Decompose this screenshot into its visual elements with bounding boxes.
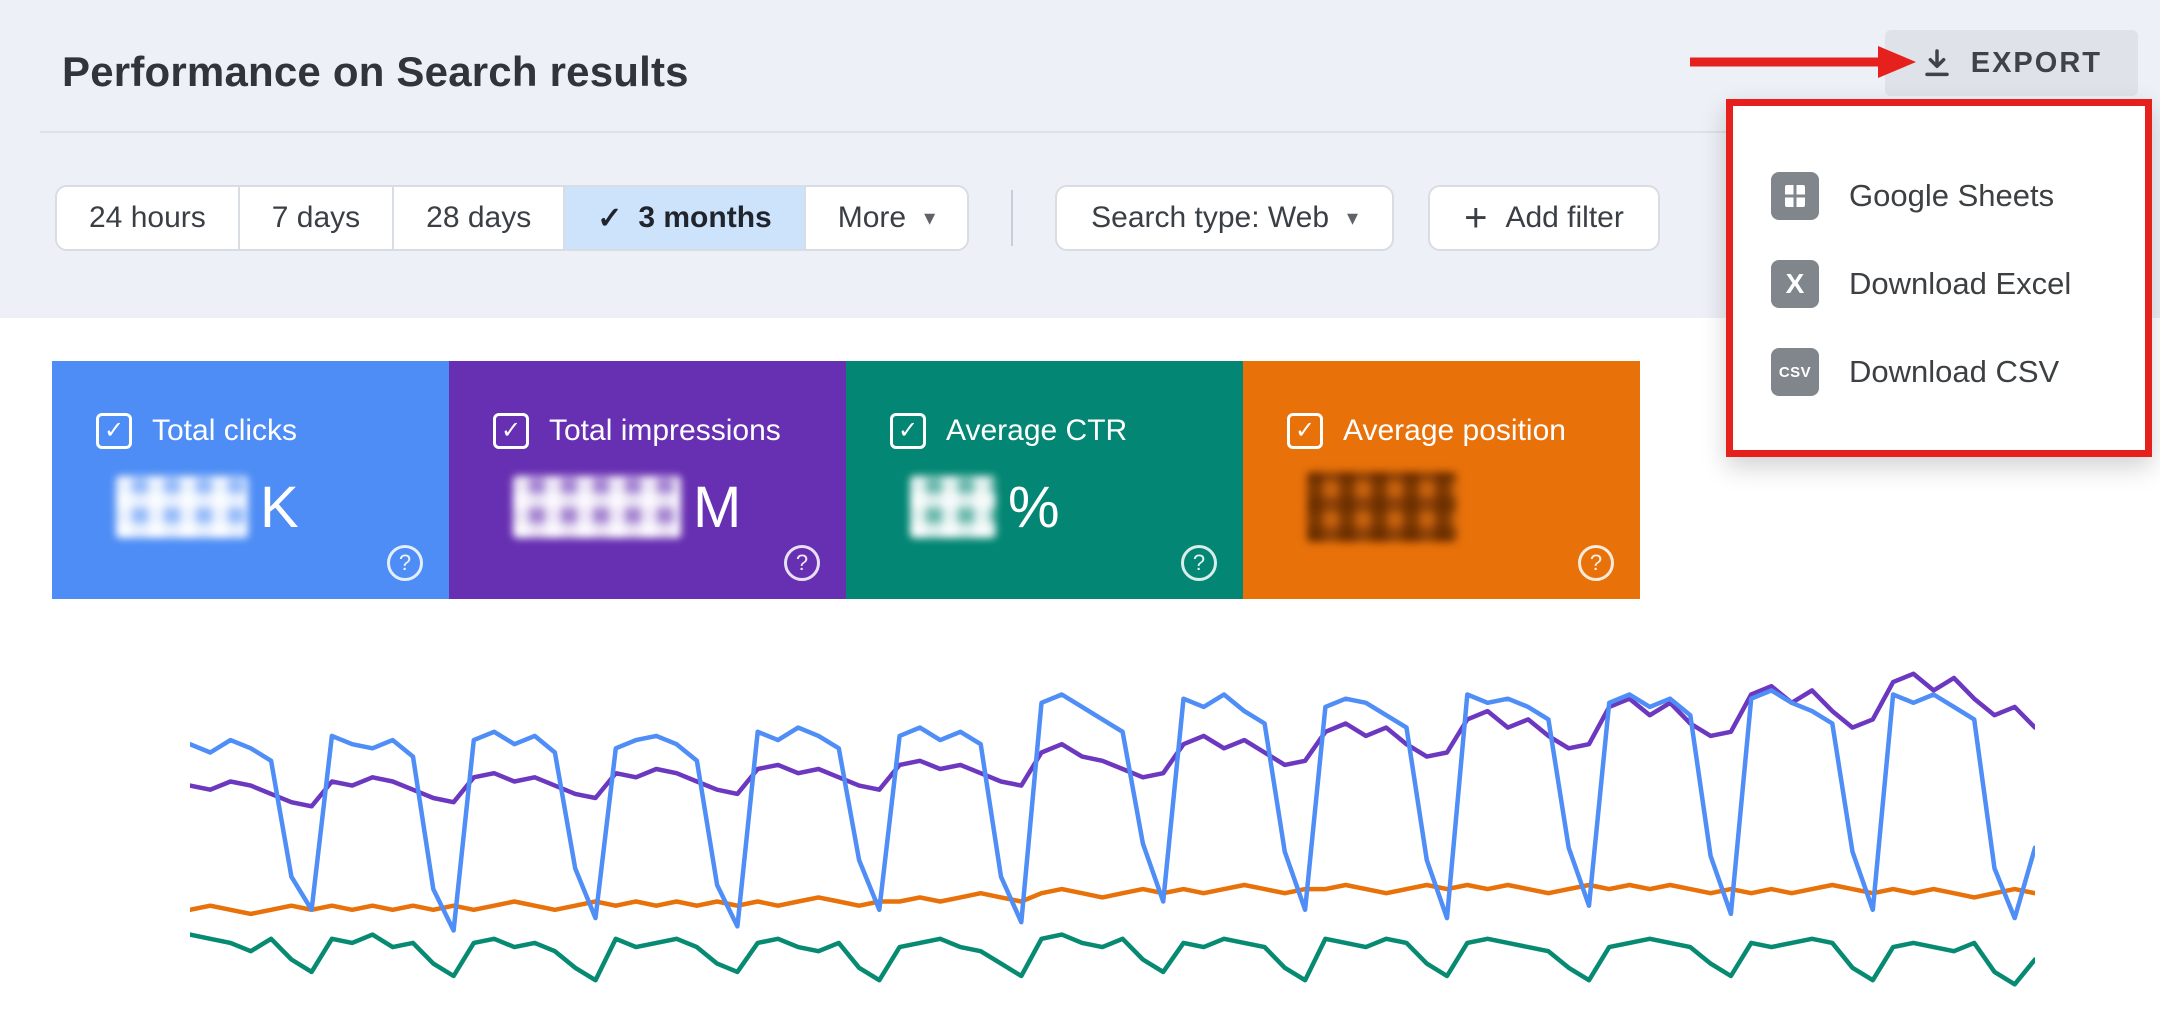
chart-line-average-position bbox=[190, 882, 2035, 917]
menu-item-label: Download CSV bbox=[1849, 354, 2060, 389]
add-filter-label: Add filter bbox=[1505, 201, 1624, 234]
excel-icon: X bbox=[1771, 260, 1819, 308]
metric-value: K bbox=[52, 471, 449, 543]
chevron-down-icon: ▾ bbox=[1347, 205, 1359, 230]
metric-label: Total impressions bbox=[549, 414, 781, 447]
menu-item-label: Google Sheets bbox=[1849, 178, 2055, 213]
add-filter-chip[interactable]: + Add filter bbox=[1428, 185, 1660, 251]
metric-label: Total clicks bbox=[152, 414, 298, 447]
check-icon: ✓ bbox=[103, 417, 125, 444]
card-header: ✓ Total impressions bbox=[449, 361, 846, 449]
filter-divider bbox=[1011, 190, 1014, 246]
chart-line-average-ctr bbox=[190, 932, 2035, 987]
card-header: ✓ Average position bbox=[1243, 361, 1640, 449]
metric-label: Average position bbox=[1343, 414, 1566, 447]
chart-line-total-clicks bbox=[190, 688, 2035, 933]
filter-bar: 24 hours 7 days 28 days ✓ 3 months More … bbox=[55, 185, 1660, 251]
card-header: ✓ Total clicks bbox=[52, 361, 449, 449]
export-menu: Google Sheets X Download Excel CSV Downl… bbox=[1733, 106, 2145, 416]
card-header: ✓ Average CTR bbox=[846, 361, 1243, 449]
metric-value bbox=[1243, 471, 1640, 543]
google-sheets-icon bbox=[1771, 172, 1819, 220]
redacted-value-blur bbox=[513, 476, 681, 538]
value-suffix: M bbox=[693, 474, 742, 540]
csv-icon: CSV bbox=[1771, 348, 1819, 396]
search-type-chip[interactable]: Search type: Web ▾ bbox=[1055, 185, 1395, 251]
menu-item-download-csv[interactable]: CSV Download CSV bbox=[1733, 328, 2145, 416]
plus-icon: + bbox=[1464, 195, 1488, 240]
chart-line-total-impressions bbox=[190, 671, 2035, 809]
search-type-label: Search type: Web bbox=[1091, 201, 1330, 234]
page-title: Performance on Search results bbox=[62, 48, 689, 95]
metric-card-total-impressions[interactable]: ✓ Total impressions M ? bbox=[449, 361, 846, 599]
date-range-24-hours[interactable]: 24 hours bbox=[57, 187, 238, 249]
metric-cards: ✓ Total clicks K ? ✓ Total impressions M… bbox=[52, 361, 1640, 599]
metric-card-average-position[interactable]: ✓ Average position ? bbox=[1243, 361, 1640, 599]
check-icon: ✓ bbox=[597, 201, 623, 235]
checkbox-checked-icon[interactable]: ✓ bbox=[890, 413, 926, 449]
menu-item-google-sheets[interactable]: Google Sheets bbox=[1733, 152, 2145, 240]
date-range-28-days[interactable]: 28 days bbox=[392, 187, 564, 249]
help-icon[interactable]: ? bbox=[1181, 545, 1217, 581]
menu-item-download-excel[interactable]: X Download Excel bbox=[1733, 240, 2145, 328]
export-button[interactable]: EXPORT bbox=[1884, 30, 2138, 96]
metric-card-total-clicks[interactable]: ✓ Total clicks K ? bbox=[52, 361, 449, 599]
chevron-down-icon: ▾ bbox=[924, 205, 936, 230]
redacted-value-blur bbox=[1307, 472, 1457, 542]
date-range-more[interactable]: More ▾ bbox=[803, 187, 968, 249]
excel-icon-letter: X bbox=[1785, 268, 1805, 299]
check-icon: ✓ bbox=[500, 417, 522, 444]
annotation-highlight-box: Google Sheets X Download Excel CSV Downl… bbox=[1726, 99, 2152, 457]
redacted-value-blur bbox=[910, 476, 996, 538]
export-button-label: EXPORT bbox=[1970, 46, 2102, 79]
checkbox-checked-icon[interactable]: ✓ bbox=[1287, 413, 1323, 449]
date-range-3-months[interactable]: ✓ 3 months bbox=[563, 187, 804, 249]
check-icon: ✓ bbox=[1294, 417, 1316, 444]
value-suffix: % bbox=[1008, 474, 1060, 540]
header-divider bbox=[40, 131, 2120, 133]
check-icon: ✓ bbox=[897, 417, 919, 444]
checkbox-checked-icon[interactable]: ✓ bbox=[96, 413, 132, 449]
value-suffix: K bbox=[260, 474, 299, 540]
help-icon[interactable]: ? bbox=[387, 545, 423, 581]
more-label: More bbox=[837, 201, 907, 234]
date-range-group: 24 hours 7 days 28 days ✓ 3 months More … bbox=[55, 185, 970, 251]
help-icon[interactable]: ? bbox=[784, 545, 820, 581]
metric-value: % bbox=[846, 471, 1243, 543]
help-icon[interactable]: ? bbox=[1578, 545, 1614, 581]
metric-value: M bbox=[449, 471, 846, 543]
csv-icon-letters: CSV bbox=[1778, 363, 1812, 381]
metric-card-average-ctr[interactable]: ✓ Average CTR % ? bbox=[846, 361, 1243, 599]
performance-chart[interactable] bbox=[0, 620, 2160, 1034]
redacted-value-blur bbox=[116, 476, 248, 538]
performance-chart-svg bbox=[190, 671, 2035, 987]
menu-item-label: Download Excel bbox=[1849, 266, 2072, 301]
download-icon bbox=[1925, 49, 1949, 77]
date-range-7-days[interactable]: 7 days bbox=[237, 187, 393, 249]
checkbox-checked-icon[interactable]: ✓ bbox=[493, 413, 529, 449]
annotation-arrow bbox=[1690, 46, 1916, 78]
metric-label: Average CTR bbox=[946, 414, 1128, 447]
date-range-label: 3 months bbox=[638, 201, 772, 234]
